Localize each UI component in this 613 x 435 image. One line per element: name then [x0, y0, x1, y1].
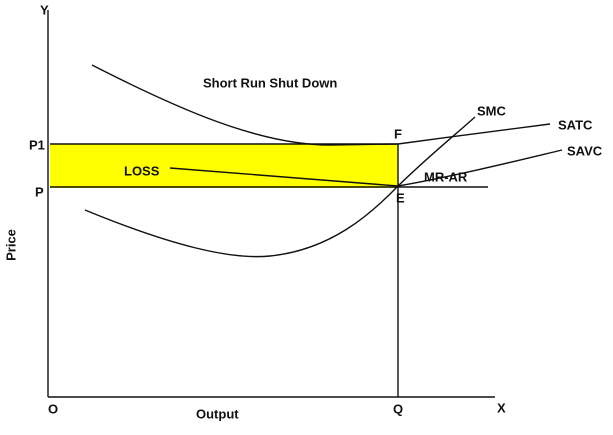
f-label: F — [394, 126, 402, 141]
loss-pointer — [169, 167, 399, 187]
e-label: E — [396, 190, 405, 205]
p1-label: P1 — [29, 137, 45, 152]
y-axis-title: Price — [3, 229, 18, 261]
savc-label: SAVC — [567, 143, 603, 158]
y-axis-letter: Y — [40, 2, 49, 17]
x-axis-title: Output — [196, 406, 239, 421]
loss-area — [50, 144, 398, 188]
title: Short Run Shut Down — [203, 75, 337, 90]
loss-label: LOSS — [124, 163, 160, 178]
satc-label: SATC — [558, 117, 593, 132]
origin-label: O — [48, 401, 58, 416]
savc-curve — [397, 149, 563, 187]
mr-ar-label: MR-AR — [424, 169, 468, 184]
p-label: P — [35, 184, 44, 199]
q-label: Q — [393, 401, 403, 416]
smc-label: SMC — [477, 103, 507, 118]
satc-curve — [91, 64, 551, 146]
smc-curve — [84, 116, 476, 258]
x-axis-letter: X — [497, 400, 506, 415]
